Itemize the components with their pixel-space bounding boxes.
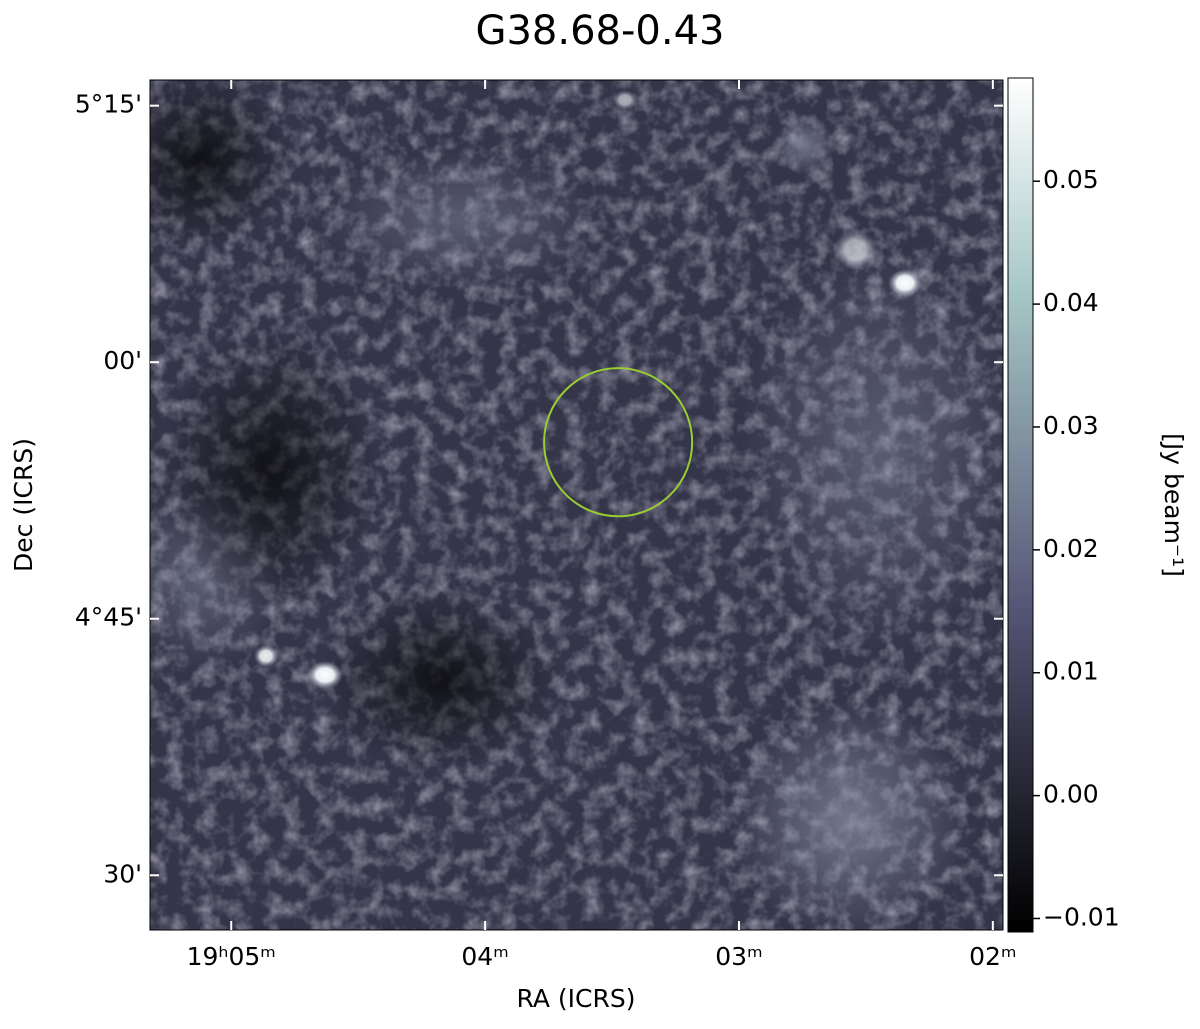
colorbar: [1007, 77, 1034, 933]
colorbar-tick-label: 0.00: [1043, 780, 1099, 809]
x-tick-label: 02ᵐ: [969, 942, 1016, 971]
y-tick-label: 5°15': [75, 90, 142, 119]
chart-title: G38.68-0.43: [475, 8, 724, 54]
y-tick-label: 30': [103, 859, 142, 888]
x-tick-label: 03ᵐ: [715, 942, 762, 971]
colorbar-tick-label: −0.01: [1043, 902, 1120, 931]
y-tick-label: 00': [103, 346, 142, 375]
x-axis-label: RA (ICRS): [517, 984, 636, 1013]
region-circle: [543, 367, 694, 518]
y-tick-label: 4°45': [75, 603, 142, 632]
colorbar-tick-label: 0.02: [1043, 534, 1099, 563]
colorbar-tick-label: 0.03: [1043, 411, 1099, 440]
colorbar-tick-label: 0.04: [1043, 288, 1099, 317]
colorbar-tick-label: 0.05: [1043, 165, 1099, 194]
x-tick-label: 04ᵐ: [461, 942, 508, 971]
image-frame: [149, 79, 1004, 931]
colorbar-tick-label: 0.01: [1043, 657, 1099, 686]
x-tick-label: 19ʰ05ᵐ: [187, 942, 276, 971]
y-axis-label: Dec (ICRS): [9, 438, 38, 572]
sky-image: [150, 80, 1003, 930]
colorbar-label: [Jy beam⁻¹]: [1159, 433, 1188, 577]
